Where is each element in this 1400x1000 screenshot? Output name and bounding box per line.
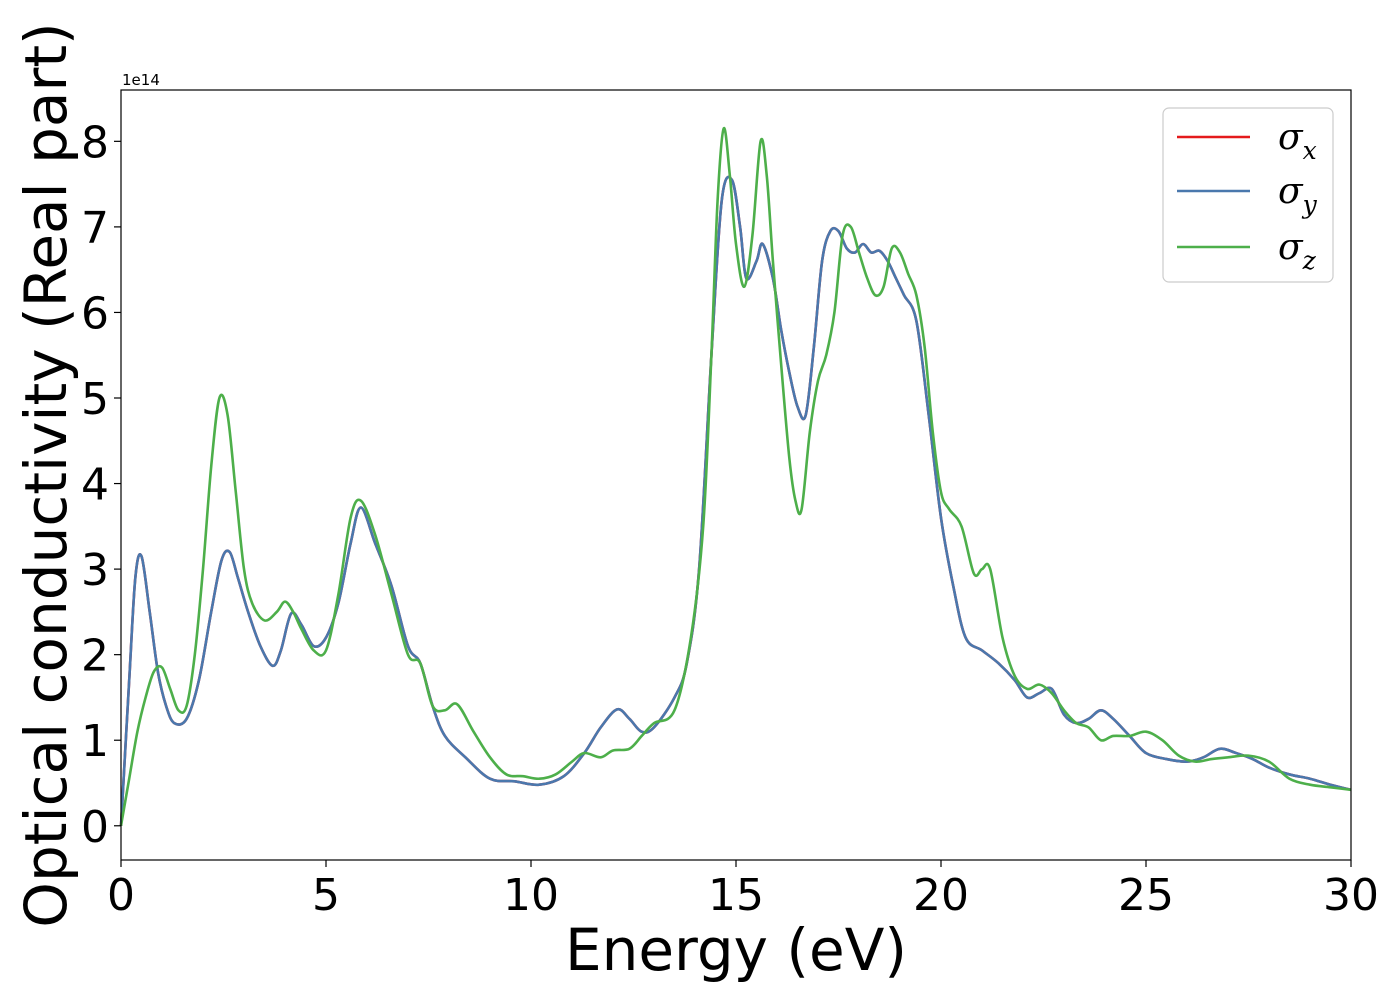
y-tick-label: 1	[81, 716, 109, 767]
series-line-sigma-z	[119, 127, 1352, 827]
x-tick-label: 30	[1323, 870, 1379, 921]
y-axis-label: Optical conductivity (Real part)	[12, 22, 80, 927]
y-tick-label: 7	[81, 203, 109, 254]
x-tick-label: 15	[708, 870, 764, 921]
x-tick-label: 5	[312, 870, 340, 921]
y-axis-ticks: 0 1 2 3 4 5 6 7 8	[81, 117, 121, 853]
y-tick-label: 0	[81, 802, 109, 853]
x-tick-label: 10	[503, 870, 559, 921]
series-line-sigma-y	[119, 175, 1352, 826]
legend-label-sigma-z: σz	[1278, 227, 1317, 275]
y-tick-label: 4	[81, 460, 109, 511]
legend-label-subscript: y	[1302, 190, 1318, 219]
legend-label-symbol: σ	[1278, 117, 1304, 158]
legend-label-symbol: σ	[1278, 171, 1304, 212]
y-axis-offset-text: 1e14	[122, 71, 160, 89]
legend-label-sigma-y: σy	[1278, 171, 1318, 219]
y-tick-label: 3	[81, 545, 109, 596]
legend-box	[1162, 107, 1334, 283]
legend-label-subscript: z	[1302, 246, 1317, 275]
legend-label-subscript: x	[1303, 136, 1317, 165]
y-tick-label: 6	[81, 288, 109, 339]
y-tick-label: 8	[81, 117, 109, 168]
y-tick-label: 5	[81, 374, 109, 425]
x-tick-label: 20	[913, 870, 969, 921]
x-tick-label: 25	[1118, 870, 1174, 921]
x-axis-ticks: 0 5 10 15 20 25 30	[107, 860, 1379, 921]
legend-label-sigma-x: σx	[1278, 117, 1317, 165]
legend-label-symbol: σ	[1278, 227, 1304, 268]
series-layer	[119, 127, 1352, 827]
y-tick-label: 2	[81, 631, 109, 682]
x-tick-label: 0	[107, 870, 135, 921]
x-axis-label: Energy (eV)	[565, 916, 907, 984]
